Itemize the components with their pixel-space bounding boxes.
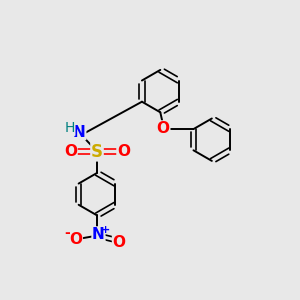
Text: +: + <box>100 225 110 235</box>
Text: O: O <box>64 144 77 159</box>
Text: N: N <box>73 124 86 140</box>
Text: S: S <box>91 143 103 161</box>
Text: O: O <box>112 235 126 250</box>
Text: O: O <box>69 232 82 247</box>
Text: N: N <box>92 227 105 242</box>
Text: O: O <box>157 121 170 136</box>
Text: -: - <box>65 226 70 240</box>
Text: H: H <box>64 121 75 135</box>
Text: O: O <box>117 144 130 159</box>
